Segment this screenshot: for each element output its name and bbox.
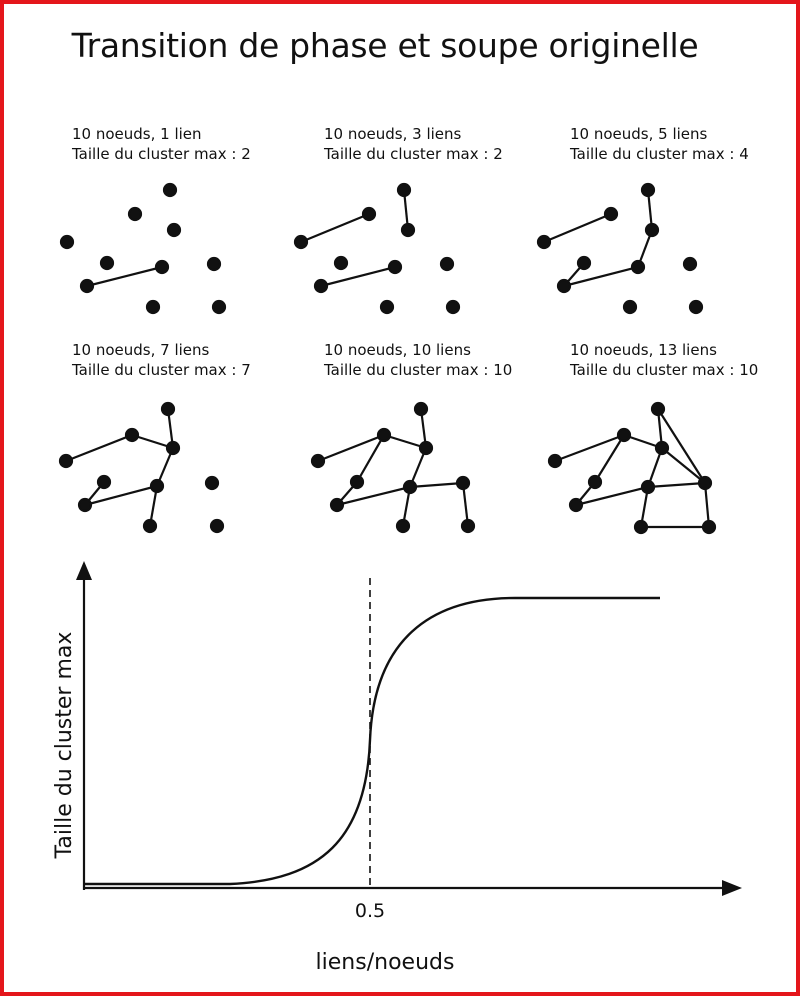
cluster-size-curve <box>84 596 660 886</box>
panel-caption-1: 10 noeuds, 1 lien Taille du cluster max … <box>72 124 251 164</box>
panel-cluster-size: Taille du cluster max : 2 <box>324 145 503 163</box>
panel-label: 10 noeuds, 10 liens <box>324 341 471 359</box>
page-title: Transition de phase et soupe originelle <box>71 26 699 65</box>
panel-cluster-size: Taille du cluster max : 10 <box>324 361 513 379</box>
panel-label: 10 noeuds, 1 lien <box>72 125 202 143</box>
graph-panel-2 <box>293 182 461 315</box>
panel-caption-3: 10 noeuds, 5 liens Taille du cluster max… <box>570 124 749 164</box>
x-axis-title: liens/noeuds <box>315 950 455 975</box>
graph-panel-1 <box>59 182 227 315</box>
y-axis-title: Taille du cluster max <box>52 631 77 859</box>
panel-label: 10 noeuds, 3 liens <box>324 125 462 143</box>
graph-panel-5 <box>310 401 476 534</box>
panel-label: 10 noeuds, 13 liens <box>570 341 717 359</box>
x-axis-arrowhead <box>722 880 742 896</box>
panel-cluster-size: Taille du cluster max : 4 <box>570 145 749 163</box>
panel-caption-6: 10 noeuds, 13 liens Taille du cluster ma… <box>570 340 758 380</box>
graph-panel-6 <box>547 401 717 535</box>
graph-panel-4 <box>58 401 225 534</box>
panel-label: 10 noeuds, 5 liens <box>570 125 708 143</box>
panel-caption-2: 10 noeuds, 3 liens Taille du cluster max… <box>324 124 503 164</box>
y-axis-arrowhead <box>76 561 92 580</box>
panel-caption-5: 10 noeuds, 10 liens Taille du cluster ma… <box>324 340 512 380</box>
panel-cluster-size: Taille du cluster max : 2 <box>72 145 251 163</box>
x-axis-tick-label: 0.5 <box>354 900 386 922</box>
panel-cluster-size: Taille du cluster max : 7 <box>72 361 251 379</box>
panel-caption-4: 10 noeuds, 7 liens Taille du cluster max… <box>72 340 251 380</box>
network-diagrams <box>58 182 717 535</box>
panel-label: 10 noeuds, 7 liens <box>72 341 210 359</box>
panel-cluster-size: Taille du cluster max : 10 <box>570 361 759 379</box>
graph-panel-3 <box>536 182 704 315</box>
